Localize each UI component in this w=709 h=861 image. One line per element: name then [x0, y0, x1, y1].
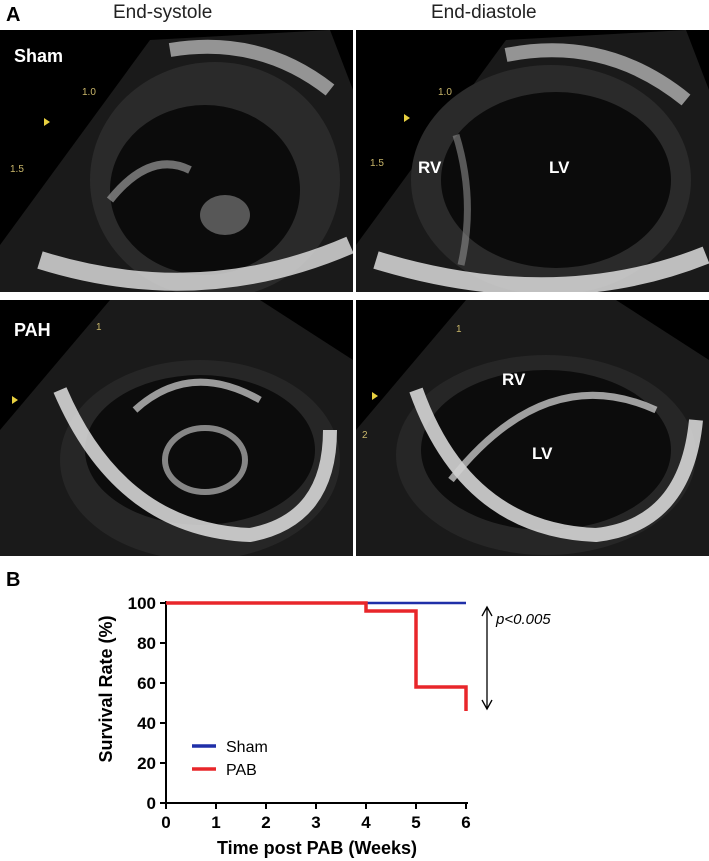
x-tick-label: 5: [411, 813, 420, 832]
x-tick-label: 3: [311, 813, 320, 832]
arrow-head-down: [481, 699, 493, 711]
depth-mark-1-5: 1.5: [10, 164, 24, 175]
x-tick-label: 1: [211, 813, 220, 832]
depth-mark-1-0: 1.0: [438, 87, 452, 98]
x-tick-label: 0: [161, 813, 170, 832]
y-tick-label: 80: [137, 634, 156, 653]
p-value-label: p<0.005: [495, 611, 551, 628]
x-axis-label: Time post PAB (Weeks): [217, 838, 417, 858]
depth-mark-1-5: 1.5: [370, 158, 384, 169]
column-title-end-diastole: End-diastole: [431, 2, 537, 23]
legend-label-sham: Sham: [226, 739, 268, 756]
y-tick-label: 60: [137, 674, 156, 693]
chamber-label-rv-sham: RV: [418, 158, 442, 177]
chart-axes: [165, 601, 468, 804]
depth-mark-1: 1: [96, 322, 102, 333]
y-tick-label: 0: [147, 794, 156, 813]
echo-image-sham-diastole: RV LV 1.0 1.5: [356, 30, 709, 292]
x-tick-label: 2: [261, 813, 270, 832]
y-tick-label: 40: [137, 714, 156, 733]
y-tick-label: 100: [128, 594, 156, 613]
y-tick-label: 20: [137, 754, 156, 773]
x-tick-label: 4: [361, 813, 371, 832]
echo-image-pah-systole: PAH 1: [0, 300, 353, 556]
echo-image-pah-diastole: RV LV 1 2: [356, 300, 709, 556]
chart-legend: Sham PAB: [192, 739, 268, 779]
y-axis-label: Survival Rate (%): [96, 615, 116, 762]
chamber-label-lv-sham: LV: [549, 158, 570, 177]
arrow-head-up: [481, 605, 493, 617]
panel-label-a: A: [6, 4, 21, 26]
column-title-end-systole: End-systole: [113, 2, 213, 23]
chamber-label-lv-pah: LV: [532, 444, 553, 463]
depth-mark-2: 2: [362, 430, 368, 441]
panel-label-b: B: [6, 569, 21, 591]
depth-mark-1: 1: [456, 324, 462, 335]
chart-series: [166, 601, 468, 711]
chart-annotation: p<0.005: [481, 605, 551, 711]
depth-mark-1-0: 1.0: [82, 87, 96, 98]
series-line-pab: [166, 601, 468, 711]
x-tick-label: 6: [461, 813, 470, 832]
echo-image-sham-systole: Sham 1.0 1.5: [0, 30, 353, 292]
row-label-sham: Sham: [14, 46, 64, 66]
row-label-pah: PAH: [14, 320, 51, 340]
legend-label-pab: PAB: [226, 762, 257, 779]
chamber-label-rv-pah: RV: [502, 370, 526, 389]
